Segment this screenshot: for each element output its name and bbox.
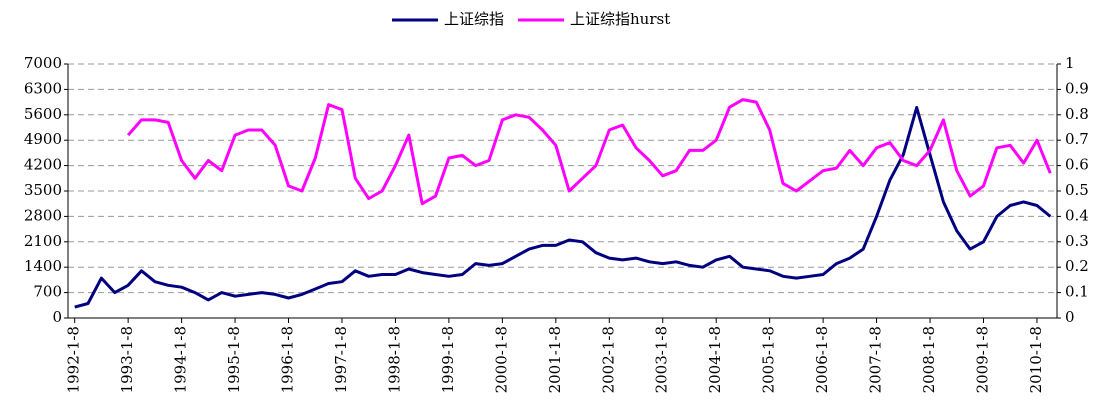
y2-tick-label: 1 [1065, 54, 1075, 72]
x-tick-label: 1993-1-8 [118, 326, 136, 393]
x-tick-label: 2004-1-8 [706, 326, 724, 393]
y-tick-label: 2100 [24, 232, 62, 250]
x-tick-label: 2002-1-8 [599, 326, 617, 393]
y-tick-label: 3500 [24, 181, 62, 199]
y2-tick-label: 0.6 [1065, 156, 1089, 174]
y2-tick-label: 0.8 [1065, 105, 1089, 123]
x-tick-label: 2009-1-8 [973, 326, 991, 393]
x-tick-label: 1998-1-8 [385, 326, 403, 393]
y2-tick-label: 0.5 [1065, 181, 1089, 199]
y-tick-label: 4200 [24, 156, 62, 174]
x-tick-label: 2007-1-8 [867, 326, 885, 393]
y2-tick-label: 0.2 [1065, 257, 1089, 275]
y-tick-label: 0 [52, 308, 62, 326]
x-tick-label: 1994-1-8 [172, 326, 190, 393]
x-tick-label: 1992-1-8 [65, 326, 83, 393]
x-tick-label: 2008-1-8 [920, 326, 938, 393]
x-tick-label: 2000-1-8 [492, 326, 510, 393]
x-tick-label: 1999-1-8 [439, 326, 457, 393]
x-tick-label: 1996-1-8 [279, 326, 297, 393]
x-tick-label: 2006-1-8 [813, 326, 831, 393]
legend-label: 上证综指hurst [570, 10, 670, 28]
x-tick-label: 2005-1-8 [760, 326, 778, 393]
y-tick-label: 1400 [24, 257, 62, 275]
y2-tick-label: 0.7 [1065, 130, 1089, 148]
y2-tick-label: 0.3 [1065, 232, 1089, 250]
x-tick-label: 2010-1-8 [1027, 326, 1045, 393]
legend-label: 上证综指 [444, 10, 504, 28]
x-tick-label: 1997-1-8 [332, 326, 350, 393]
y2-tick-label: 0 [1065, 308, 1075, 326]
series-line [74, 106, 1052, 309]
y-tick-label: 2800 [24, 206, 62, 224]
y-tick-label: 7000 [24, 54, 62, 72]
y2-tick-label: 0.9 [1065, 79, 1089, 97]
series-line [126, 98, 1052, 206]
y-tick-label: 700 [33, 283, 62, 301]
x-tick-label: 1995-1-8 [225, 326, 243, 393]
y2-tick-label: 0.1 [1065, 283, 1089, 301]
x-tick-label: 2003-1-8 [653, 326, 671, 393]
y-tick-label: 6300 [24, 79, 62, 97]
x-tick-label: 2001-1-8 [546, 326, 564, 393]
y-tick-label: 5600 [24, 105, 62, 123]
y-tick-label: 4900 [24, 130, 62, 148]
y2-tick-label: 0.4 [1065, 206, 1089, 224]
